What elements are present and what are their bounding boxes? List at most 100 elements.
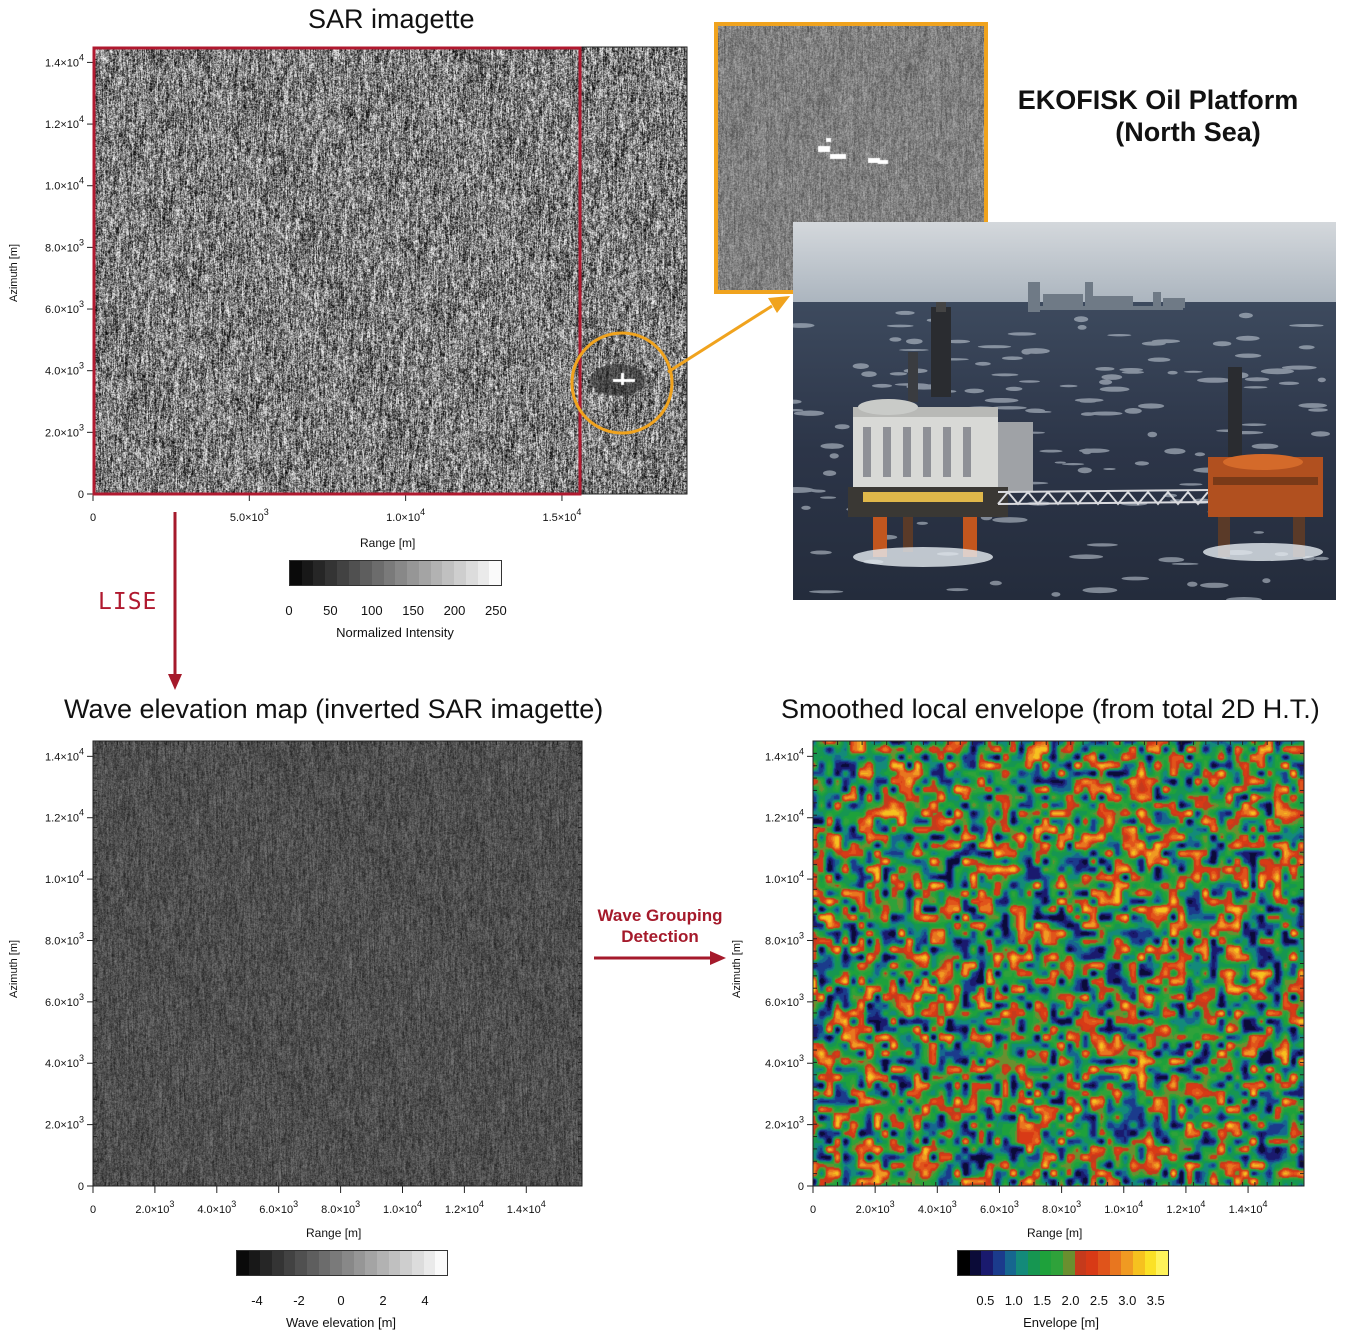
envelope-y-tick-exponent: 3 — [799, 992, 804, 1002]
envelope-x-tick-base: 8.0×10 — [1042, 1204, 1076, 1216]
envelope-colorbar-swatch — [1004, 1251, 1017, 1275]
envelope-y-tick-exponent: 4 — [799, 869, 804, 879]
sar-colorbar-swatch — [313, 561, 326, 585]
envelope-colorbar-swatch — [1144, 1251, 1157, 1275]
envelope-x-tick-label: 4.0×103 — [918, 1199, 957, 1216]
photo-wave-crest — [1077, 467, 1092, 474]
photo-wave-crest — [945, 339, 971, 344]
wave-y-tick-exponent: 3 — [79, 930, 84, 940]
photo-wave-crest — [1314, 556, 1329, 561]
sar-y-tick-base: 1.4×10 — [45, 57, 79, 69]
photo-wave-crest — [1121, 370, 1144, 374]
wave-x-tick-base: 1.2×10 — [445, 1204, 479, 1216]
photo-wave-crest — [1183, 370, 1203, 373]
sar-y-tick-label: 6.0×103 — [45, 299, 84, 316]
photo-wave-crest — [809, 590, 844, 594]
photo-wave-crest — [895, 310, 915, 315]
photo-wave-crest — [1107, 334, 1132, 337]
photo-wave-crest — [1019, 380, 1040, 383]
wave-colorbar-swatch — [435, 1251, 448, 1275]
photo-wave-crest — [1069, 554, 1104, 559]
sar-y-axis-label: Azimuth [m] — [8, 243, 20, 302]
envelope-colorbar-swatch — [969, 1251, 982, 1275]
photo-wave-crest — [1238, 312, 1253, 319]
wave-x-tick-exponent: 4 — [417, 1199, 422, 1209]
wave-y-tick-base: 8.0×10 — [45, 935, 79, 947]
wave-x-tick-base: 6.0×10 — [259, 1204, 293, 1216]
envelope-x-tick-label: 1.4×104 — [1229, 1199, 1268, 1216]
photo-wave-crest — [810, 550, 832, 555]
photo-wave-crest — [1158, 557, 1185, 563]
sar-colorbar-tick-label: 200 — [443, 603, 466, 618]
envelope-x-tick-label: 8.0×103 — [1042, 1199, 1081, 1216]
sar-x-tick-base: 1.5×10 — [542, 512, 576, 524]
envelope-x-tick-exponent: 4 — [1138, 1199, 1143, 1209]
wave-colorbar-swatch — [295, 1251, 308, 1275]
photo-wave-crest — [852, 363, 869, 369]
photo-wave-crest — [1088, 411, 1123, 416]
photo-wave-crest — [1197, 377, 1232, 383]
photo-wave-crest — [984, 398, 1019, 403]
sar-colorbar-swatch — [348, 561, 361, 585]
envelope-plot — [813, 741, 1304, 1186]
photo-wave-crest — [861, 371, 877, 377]
photo-wave-crest — [1124, 408, 1142, 414]
wave-y-tick-label: 2.0×103 — [45, 1115, 84, 1132]
photo-wave-crest — [823, 470, 837, 476]
sar-colorbar-tick-label: 250 — [485, 603, 507, 618]
envelope-x-tick-exponent: 4 — [1263, 1199, 1268, 1209]
envelope-colorbar-tick-label: 1.5 — [1033, 1293, 1052, 1308]
photo-wave-crest — [1179, 483, 1203, 486]
wave-x-tick-base: 1.4×10 — [507, 1204, 541, 1216]
envelope-colorbar-swatch — [1051, 1251, 1064, 1275]
envelope-x-tick-base: 4.0×10 — [918, 1204, 952, 1216]
wave-x-tick-label: 8.0×103 — [321, 1199, 360, 1216]
envelope-y-tick-exponent: 4 — [799, 746, 804, 756]
wave-x-tick-exponent: 3 — [169, 1199, 174, 1209]
photo-wave-crest — [1039, 449, 1063, 453]
envelope-y-tick-label: 8.0×103 — [765, 930, 804, 947]
sar-y-tick-exponent: 4 — [79, 114, 84, 124]
sar-y-tick-exponent: 3 — [79, 422, 84, 432]
wave-y-tick-base: 1.2×10 — [45, 813, 79, 825]
photo-wave-crest — [793, 399, 802, 404]
wave-x-tick-base: 1.0×10 — [383, 1204, 417, 1216]
envelope-x-tick-base: 0 — [810, 1204, 816, 1216]
wave-y-tick-base: 2.0×10 — [45, 1120, 79, 1132]
envelope-colorbar-swatch — [993, 1251, 1005, 1275]
photo-wave-crest — [1101, 374, 1123, 380]
sar-x-tick-base: 0 — [90, 512, 96, 524]
envelope-colorbar-swatch — [1086, 1251, 1099, 1275]
photo-wave-crest — [991, 373, 1019, 377]
wave-colorbar-swatch — [248, 1251, 261, 1275]
wave-y-tick-exponent: 4 — [79, 808, 84, 818]
sar-y-tick-label: 0 — [78, 489, 84, 501]
photo-foam — [853, 543, 1323, 567]
wave-x-tick-base: 2.0×10 — [135, 1204, 169, 1216]
photo-wave-crest — [1095, 367, 1115, 371]
wave-colorbar-swatch — [377, 1251, 389, 1275]
envelope-y-tick-label: 6.0×103 — [765, 992, 804, 1009]
photo-wave-crest — [886, 324, 914, 328]
envelope-x-tick-base: 1.4×10 — [1229, 1204, 1263, 1216]
sar-x-tick-label: 5.0×103 — [230, 507, 269, 524]
envelope-x-tick-label: 1.2×104 — [1166, 1199, 1205, 1216]
wave-x-tick-base: 8.0×10 — [321, 1204, 355, 1216]
photo-wave-crest — [916, 521, 928, 525]
wave-x-tick-exponent: 3 — [231, 1199, 236, 1209]
sar-colorbar-tick-label: 150 — [402, 603, 424, 618]
photo-wave-crest — [1171, 562, 1199, 565]
photo-wave-crest — [1164, 448, 1186, 455]
envelope-y-tick-base: 0 — [798, 1181, 804, 1193]
wave-y-tick-base: 4.0×10 — [45, 1058, 79, 1070]
photo-sky — [793, 222, 1336, 307]
sar-y-tick-label: 8.0×103 — [45, 237, 84, 254]
envelope-colorbar-swatch — [1121, 1251, 1134, 1275]
wave-grouping-line2: Detection — [621, 927, 699, 946]
sar-y-tick-exponent: 3 — [79, 361, 84, 371]
envelope-x-tick-label: 1.0×104 — [1104, 1199, 1143, 1216]
sar-y-tick-exponent: 3 — [79, 237, 84, 247]
envelope-colorbar-swatch — [1098, 1251, 1110, 1275]
envelope-y-tick-exponent: 3 — [799, 1053, 804, 1063]
envelope-y-tick-label: 0 — [798, 1181, 804, 1193]
